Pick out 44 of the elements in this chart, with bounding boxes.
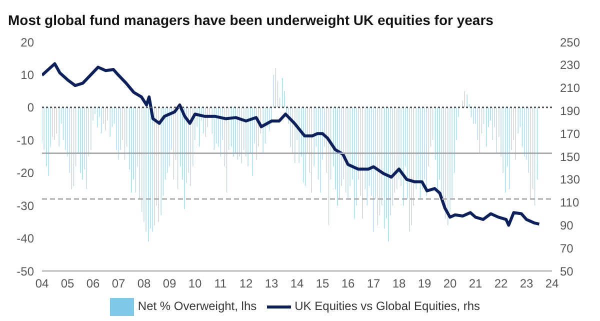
y-tick-label: -20 [16, 166, 34, 180]
x-tick-label: 21 [468, 276, 482, 291]
y2-tick-label: 150 [560, 150, 580, 164]
x-tick-label: 20 [443, 276, 457, 291]
x-tick-label: 12 [239, 276, 253, 291]
x-tick-label: 11 [214, 276, 228, 291]
y2-tick-label: 250 [560, 35, 580, 50]
x-tick-label: 04 [35, 276, 49, 291]
x-tick-label: 14 [290, 276, 304, 291]
y2-tick-label: 230 [560, 58, 580, 72]
y-tick-label: -40 [16, 232, 34, 246]
y2-tick-label: 110 [560, 196, 580, 210]
y-tick-label: -10 [16, 133, 34, 148]
x-tick-label: 24 [545, 276, 559, 291]
x-tick-label: 06 [86, 276, 100, 291]
chart-title: Most global fund managers have been underweight UK equities for years [8, 11, 494, 30]
x-tick-label: 18 [392, 276, 406, 291]
y-tick-label: 20 [20, 35, 34, 50]
y2-tick-label: 90 [560, 218, 574, 232]
y2-tick-label: 210 [560, 81, 580, 96]
y2-tick-label: 70 [560, 241, 574, 256]
legend-label: Net % Overweight, lhs [138, 299, 257, 314]
x-tick-label: 09 [162, 276, 176, 291]
x-tick-label: 08 [137, 276, 151, 291]
x-tick-label: 15 [316, 276, 330, 291]
x-tick-label: 16 [341, 276, 355, 291]
y-tick-label: -50 [16, 264, 34, 278]
y2-tick-label: 130 [560, 172, 580, 187]
x-tick-label: 13 [264, 276, 278, 291]
y2-tick-label: 50 [560, 264, 574, 278]
y2-tick-label: 190 [560, 104, 580, 118]
x-tick-label: 10 [188, 276, 202, 291]
x-tick-label: 17 [366, 276, 380, 291]
y-tick-label: 10 [20, 68, 34, 82]
x-tick-label: 22 [494, 276, 508, 291]
x-tick-label: 07 [112, 276, 126, 291]
line-series [42, 62, 541, 227]
y-tick-label: 0 [27, 100, 34, 115]
y-tick-label: -30 [16, 198, 34, 213]
y2-tick-label: 170 [560, 126, 580, 141]
x-tick-label: 05 [60, 276, 74, 291]
legend-label: UK Equities vs Global Equities, rhs [294, 299, 480, 314]
x-tick-label: 19 [418, 276, 432, 291]
x-tick-label: 23 [520, 276, 534, 291]
